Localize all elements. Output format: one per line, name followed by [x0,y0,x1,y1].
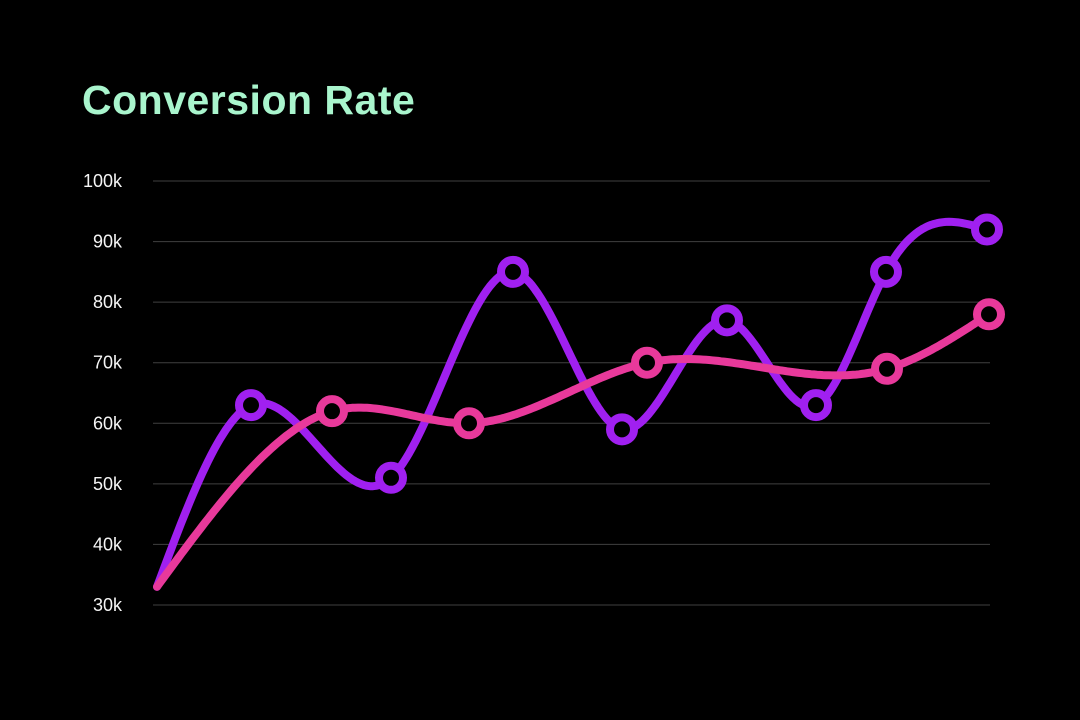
y-axis-label: 90k [93,232,123,252]
pink-series-point[interactable] [871,352,903,385]
page-title: Conversion Rate [82,77,416,123]
y-axis-label: 100k [83,171,123,191]
series-lines [153,213,1005,591]
pink-series-point[interactable] [631,346,663,379]
purple-series-point[interactable] [800,389,832,422]
gridlines [153,180,990,606]
purple-series-line [153,217,991,591]
y-axis-label: 30k [93,595,123,615]
y-axis-label: 50k [93,474,123,494]
y-axis-labels: 100k 90k 80k 70k 60k 50k 40k 30k [83,171,123,615]
y-axis-label: 60k [93,413,123,433]
purple-series-point[interactable] [497,255,529,288]
purple-series-point[interactable] [711,304,743,337]
pink-series-point[interactable] [316,395,348,428]
purple-series-point[interactable] [235,389,267,422]
purple-series-point[interactable] [606,413,638,446]
purple-series-point[interactable] [971,213,1003,246]
y-axis-label: 80k [93,292,123,312]
purple-series-point[interactable] [375,461,407,494]
pink-series-point[interactable] [453,407,485,440]
purple-series-point[interactable] [870,255,902,288]
y-axis-label: 40k [93,534,123,554]
pink-series-line [153,310,993,591]
y-axis-label: 70k [93,353,123,373]
pink-series-point[interactable] [973,298,1005,331]
